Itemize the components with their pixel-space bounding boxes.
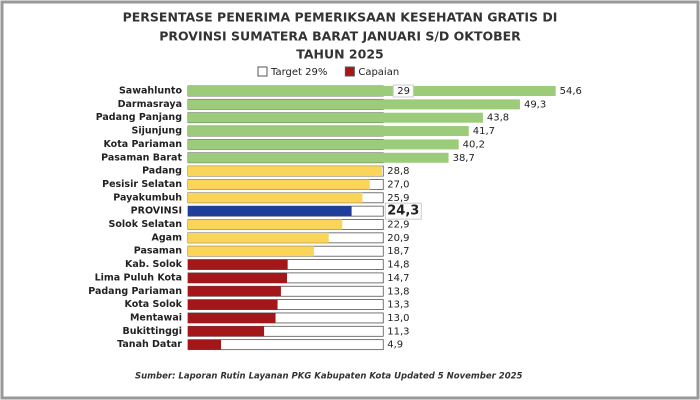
category-label: Tanah Datar — [117, 339, 182, 350]
category-label: Lima Puluh Kota — [95, 272, 182, 283]
category-label: Mentawai — [130, 312, 182, 323]
value-label-box — [384, 202, 422, 220]
chart-title: TAHUN 2025 — [296, 47, 383, 62]
category-label: Bukittinggi — [122, 326, 182, 337]
bar — [188, 166, 382, 177]
legend-swatch — [344, 66, 355, 77]
value-label: 20,9 — [387, 233, 409, 244]
value-label: 14,7 — [387, 273, 409, 284]
bar — [188, 326, 265, 337]
bar — [188, 86, 556, 96]
value-label: 40,2 — [463, 139, 485, 150]
category-label: Padang Pariaman — [88, 286, 182, 297]
category-label: Darmasraya — [118, 99, 182, 110]
legend-label: Target 29% — [270, 67, 327, 78]
value-label: 11,3 — [387, 326, 409, 337]
value-label: 22,9 — [387, 220, 409, 231]
value-label: 43,8 — [487, 113, 509, 124]
category-label: Padang — [142, 166, 182, 177]
target-label-box — [392, 84, 414, 98]
value-label: 14,8 — [387, 260, 409, 271]
value-label: 13,3 — [387, 300, 409, 311]
value-label: 13,8 — [387, 286, 409, 297]
value-label: 18,7 — [387, 246, 409, 257]
value-label: 24,3 — [387, 204, 419, 219]
bar — [188, 259, 288, 270]
category-label: Payakumbuh — [113, 192, 182, 203]
value-label: 38,7 — [453, 153, 475, 164]
legend-label: Capaian — [358, 67, 399, 78]
legend-swatch — [257, 66, 268, 77]
category-label: Sawahlunto — [119, 86, 183, 97]
source-note: Sumber: Laporan Rutin Layanan PKG Kabupa… — [135, 372, 523, 382]
value-label: 4,9 — [387, 340, 403, 351]
bar — [188, 206, 352, 217]
value-label: 25,9 — [387, 193, 409, 204]
bar — [188, 126, 469, 137]
bar — [188, 312, 276, 323]
bar — [188, 339, 221, 350]
category-label: Kota Pariaman — [103, 139, 182, 150]
category-label: Padang Panjang — [96, 112, 182, 123]
chart-title: PROVINSI SUMATERA BARAT JANUARI S/D OKTO… — [159, 29, 521, 44]
bar — [188, 152, 449, 163]
chart-title: PERSENTASE PENERIMA PEMERIKSAAN KESEHATA… — [123, 10, 558, 25]
value-label: 27,0 — [387, 179, 409, 190]
bar — [188, 192, 363, 203]
value-label: 41,7 — [473, 126, 495, 137]
category-label: PROVINSI — [131, 206, 182, 217]
category-label: Agam — [152, 232, 183, 243]
category-label: Pasaman Barat — [101, 152, 182, 163]
value-label: 54,6 — [560, 86, 582, 97]
bar — [188, 286, 281, 297]
bar — [188, 219, 343, 230]
category-label: Kab. Solok — [125, 259, 183, 270]
value-label: 28,8 — [387, 166, 409, 177]
bar — [188, 179, 370, 190]
target-label: 29 — [397, 86, 410, 97]
category-label: Kota Solok — [125, 299, 183, 310]
bar — [188, 232, 329, 243]
category-label: Pasaman — [134, 246, 182, 257]
category-label: Pesisir Selatan — [102, 179, 182, 190]
value-label: 13,0 — [387, 313, 409, 324]
bar — [188, 246, 314, 257]
bar — [188, 139, 459, 150]
category-label: Solok Selatan — [109, 219, 183, 230]
value-label: 49,3 — [524, 99, 546, 110]
bar — [188, 112, 483, 123]
bar — [188, 299, 278, 310]
bar — [188, 99, 520, 110]
category-label: Sijunjung — [132, 126, 182, 137]
bar — [188, 272, 287, 283]
